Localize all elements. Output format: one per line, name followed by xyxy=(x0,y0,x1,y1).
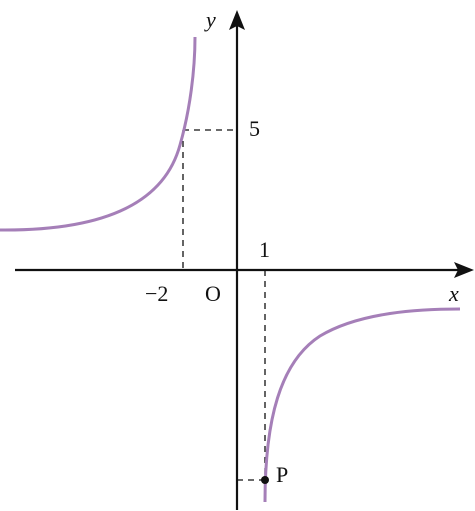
curve-left xyxy=(0,36,197,232)
y-arrow xyxy=(229,10,245,30)
point xyxy=(261,476,269,484)
point-label: P xyxy=(276,462,288,487)
curve-right xyxy=(263,307,461,503)
tick-label: 1 xyxy=(259,237,270,262)
tick-label: −2 xyxy=(145,281,168,306)
x-label: x xyxy=(448,281,459,306)
x-arrow xyxy=(454,262,474,278)
y-label: y xyxy=(204,7,216,32)
guide-line xyxy=(182,129,237,270)
tick-label: 5 xyxy=(249,116,260,141)
origin-label: O xyxy=(205,281,221,306)
guide-line xyxy=(237,270,266,481)
